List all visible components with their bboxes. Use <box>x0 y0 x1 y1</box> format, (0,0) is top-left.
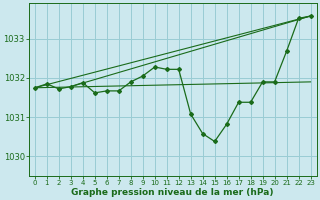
X-axis label: Graphe pression niveau de la mer (hPa): Graphe pression niveau de la mer (hPa) <box>71 188 274 197</box>
